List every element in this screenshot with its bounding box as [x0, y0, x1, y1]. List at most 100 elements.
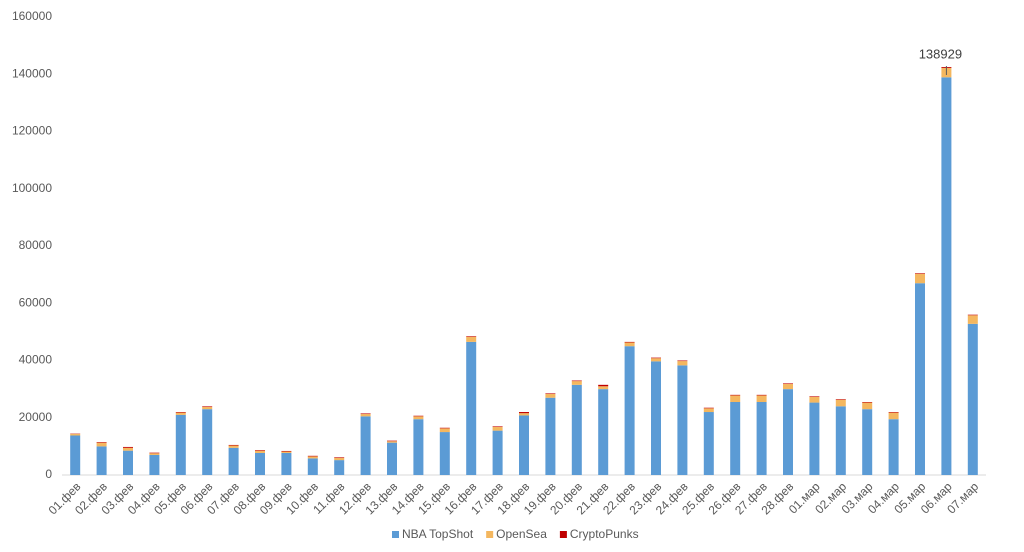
legend-label: OpenSea [496, 527, 547, 541]
bar-segment [96, 442, 107, 447]
bar-segment [149, 453, 160, 455]
bar-segment [809, 396, 820, 397]
y-tick-label: 40000 [19, 353, 53, 367]
bar-segment [677, 360, 688, 362]
bar-segment [281, 451, 292, 453]
bar-segment [730, 394, 741, 396]
bar-segment [651, 358, 661, 362]
y-tick-label: 160000 [12, 9, 52, 23]
bar-segment [202, 409, 213, 475]
bar-segment [334, 457, 345, 461]
bar-segment [835, 399, 846, 400]
bar-segment [651, 357, 661, 359]
bar-segment [255, 450, 265, 451]
bar-segment [730, 402, 741, 475]
bar-segment [571, 380, 582, 382]
bar-segment [307, 455, 318, 457]
y-tick-label: 60000 [19, 295, 53, 309]
bar-segment [941, 77, 952, 475]
bar-segment [360, 413, 371, 415]
y-tick-label: 140000 [12, 66, 52, 80]
bar-segment [466, 341, 477, 475]
bar-segment [175, 412, 186, 415]
bar-segment [862, 402, 873, 410]
bar-segment [228, 445, 239, 448]
y-tick-label: 0 [45, 467, 52, 481]
bar-segment [756, 402, 767, 475]
bar-segment [413, 416, 424, 420]
bar-segment [915, 273, 925, 284]
bar-segment [835, 406, 846, 475]
bar-segment [255, 450, 265, 453]
legend-label: NBA TopShot [402, 527, 474, 541]
y-tick-label: 120000 [12, 124, 52, 138]
bar-segment [703, 407, 714, 409]
bar-segment [413, 415, 424, 417]
bar-segment [756, 394, 767, 396]
bar-segment [123, 450, 133, 475]
bar-segment [175, 412, 186, 413]
bar-segment [307, 458, 318, 475]
bar-segment [571, 381, 582, 385]
bar-segment [862, 409, 873, 475]
bar-segment [149, 452, 160, 454]
bar-segment [703, 412, 714, 475]
bar-segment [915, 273, 925, 274]
bar-segment [492, 426, 503, 431]
bar-segment [466, 336, 477, 342]
legend-label: CryptoPunks [570, 527, 639, 541]
bar-segment [967, 314, 978, 316]
bar-segment [334, 457, 345, 458]
bar-segment [624, 342, 635, 347]
bar-segment [70, 433, 81, 436]
bar-segment [281, 450, 292, 452]
bar-segment [545, 397, 556, 475]
bar-segment [598, 386, 609, 390]
bar-segment [703, 408, 714, 413]
bar-segment [624, 346, 635, 475]
bar-segment [439, 427, 450, 429]
bar-segment [466, 336, 477, 337]
bar-segment [915, 283, 925, 475]
bar-segment [571, 384, 582, 475]
bar-segment [413, 419, 424, 475]
bar-segment [360, 416, 371, 475]
bar-segment [492, 426, 503, 427]
bar-segment [175, 414, 186, 475]
bar-segment [123, 447, 133, 451]
bar-segment [307, 456, 318, 459]
bar-segment [387, 441, 397, 443]
bar-segment [519, 413, 529, 416]
bar-segment [439, 428, 450, 433]
legend-swatch [559, 531, 567, 538]
bar-segment [783, 383, 793, 384]
bar-segment [967, 323, 978, 475]
bar-segment [360, 414, 371, 417]
bar-segment [149, 454, 160, 475]
bar-segment [96, 446, 107, 475]
bar-segment [598, 389, 609, 475]
legend-swatch [392, 531, 399, 538]
bar-segment [519, 412, 529, 414]
bar-segment [545, 393, 556, 394]
bar-segment [281, 452, 292, 475]
bar-segment [228, 444, 239, 446]
bar-segment [624, 341, 635, 343]
bar-segment [651, 361, 661, 475]
bar-segment [202, 406, 213, 407]
bar-segment [730, 395, 741, 403]
bar-segment [862, 402, 873, 403]
y-tick-label: 100000 [12, 181, 52, 195]
bar-segment [387, 442, 397, 475]
bar-segment [835, 399, 846, 407]
bar-segment [888, 419, 899, 475]
bar-segment [967, 315, 978, 324]
bar-segment [439, 432, 450, 475]
bar-segment [70, 435, 81, 475]
bar-segment [888, 412, 899, 420]
bar-segment [492, 430, 503, 475]
bar-segment [96, 442, 107, 443]
bar-segment [334, 460, 345, 475]
bar-segment [888, 412, 899, 413]
bar-segment [598, 384, 609, 387]
